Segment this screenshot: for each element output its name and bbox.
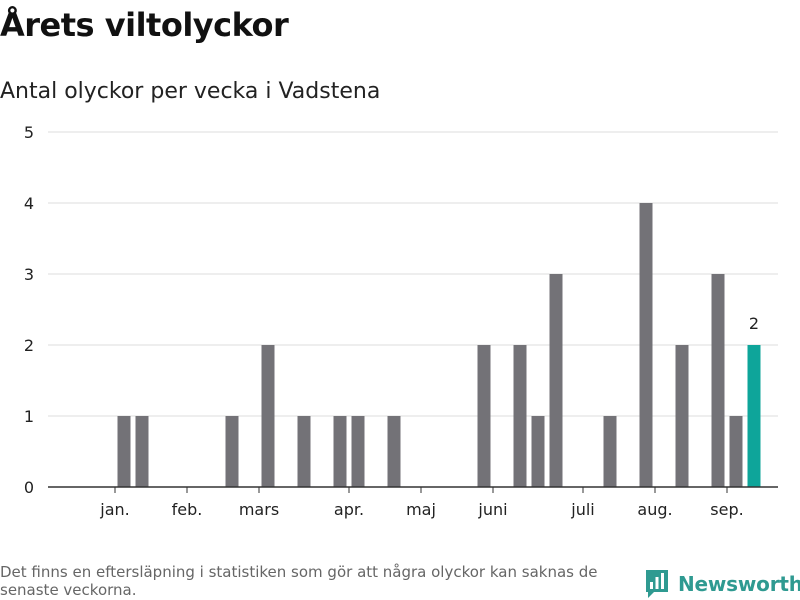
- data-labels: 2: [749, 314, 759, 333]
- x-tick-label: juni: [477, 500, 507, 519]
- page-title: Årets viltolyckor: [0, 6, 289, 44]
- bar: [477, 345, 491, 487]
- y-tick-label: 3: [24, 265, 34, 284]
- bar: [333, 416, 347, 487]
- bar: [351, 416, 365, 487]
- footnote: Det finns en eftersläpning i statistiken…: [0, 563, 598, 599]
- bar: [513, 345, 527, 487]
- brand-name: Newsworthy: [678, 572, 800, 596]
- bar: [531, 416, 545, 487]
- x-tick-label: sep.: [710, 500, 743, 519]
- bar-chart: 0 1 2 3 4 5 jan. feb. mars apr. maj juni juli aug. se…: [24, 123, 778, 519]
- x-tick-label: juli: [570, 500, 594, 519]
- brand[interactable]: Newsworthy: [644, 568, 800, 600]
- bar: [747, 345, 761, 487]
- y-axis-ticks: 0 1 2 3 4 5: [24, 123, 34, 497]
- bar: [297, 416, 311, 487]
- highlight-data-label: 2: [749, 314, 759, 333]
- bar: [639, 203, 653, 487]
- y-tick-label: 0: [24, 478, 34, 497]
- bar: [117, 416, 131, 487]
- bar: [549, 274, 563, 487]
- bar: [261, 345, 275, 487]
- bar: [135, 416, 149, 487]
- chart-subtitle: Antal olyckor per vecka i Vadstena: [0, 79, 381, 104]
- bar: [225, 416, 239, 487]
- bar: [603, 416, 617, 487]
- x-tick-label: jan.: [99, 500, 129, 519]
- y-tick-label: 1: [24, 407, 34, 426]
- gridlines: [48, 131, 778, 417]
- bar: [729, 416, 743, 487]
- bar: [675, 345, 689, 487]
- x-axis: jan. feb. mars apr. maj juni juli aug. sep.: [48, 486, 778, 519]
- y-tick-label: 5: [24, 123, 34, 142]
- x-tick-label: aug.: [637, 500, 672, 519]
- x-tick-label: feb.: [172, 500, 203, 519]
- y-tick-label: 4: [24, 194, 34, 213]
- bar: [387, 416, 401, 487]
- x-tick-label: maj: [406, 500, 436, 519]
- bars: [117, 203, 761, 487]
- x-tick-label: apr.: [334, 500, 364, 519]
- x-tick-label: mars: [239, 500, 279, 519]
- newsworthy-logo-icon: [646, 570, 668, 598]
- bar: [711, 274, 725, 487]
- y-tick-label: 2: [24, 336, 34, 355]
